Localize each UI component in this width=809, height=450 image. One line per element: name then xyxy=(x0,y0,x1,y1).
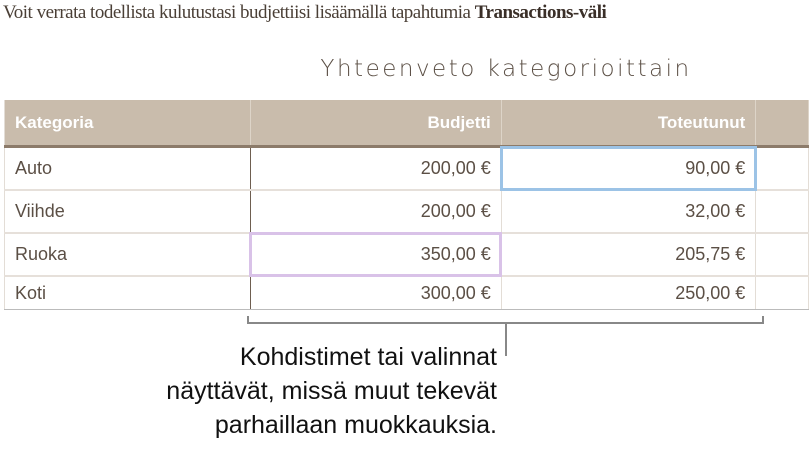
cell-blue-cursor[interactable]: 90,00 € xyxy=(500,145,757,191)
cell[interactable] xyxy=(755,232,809,277)
callout-line xyxy=(505,322,507,356)
cell[interactable]: 200,00 € xyxy=(250,189,502,234)
header-empty[interactable] xyxy=(755,100,809,148)
cell[interactable]: Koti xyxy=(4,275,251,310)
callout-caption: Kohdistimet tai valinnat näyttävät, miss… xyxy=(166,343,497,439)
table-row: Koti 300,00 € 250,00 € xyxy=(4,275,809,310)
table-row: Ruoka 350,00 € 205,75 € xyxy=(4,231,809,277)
cell[interactable]: 205,75 € xyxy=(501,232,757,277)
cell[interactable]: Auto xyxy=(4,146,251,191)
cell[interactable]: 250,00 € xyxy=(501,275,757,310)
header-row: Kategoria Budjetti Toteutunut xyxy=(4,100,809,148)
header-toteutunut[interactable]: Toteutunut xyxy=(501,100,757,148)
table-title: Yhteenveto kategorioittain xyxy=(320,56,692,82)
cell[interactable] xyxy=(755,189,809,234)
cell[interactable]: 200,00 € xyxy=(250,146,502,191)
header-kategoria[interactable]: Kategoria xyxy=(4,100,251,148)
cell[interactable]: Viihde xyxy=(4,189,251,234)
cell[interactable]: 300,00 € xyxy=(250,275,502,310)
cell[interactable]: Ruoka xyxy=(4,232,251,277)
cell[interactable] xyxy=(755,275,809,310)
table-row: Auto 200,00 € 90,00 € xyxy=(4,145,809,191)
table-row: Viihde 200,00 € 32,00 € xyxy=(4,189,809,234)
cell[interactable] xyxy=(755,146,809,191)
cell-purple-cursor[interactable]: 350,00 € xyxy=(248,231,503,277)
summary-table: Kategoria Budjetti Toteutunut Auto 200,0… xyxy=(4,100,809,310)
header-budjetti[interactable]: Budjetti xyxy=(250,100,502,148)
intro-text: Voit verrata todellista kulutustasi budj… xyxy=(3,2,607,23)
cell[interactable]: 32,00 € xyxy=(501,189,757,234)
